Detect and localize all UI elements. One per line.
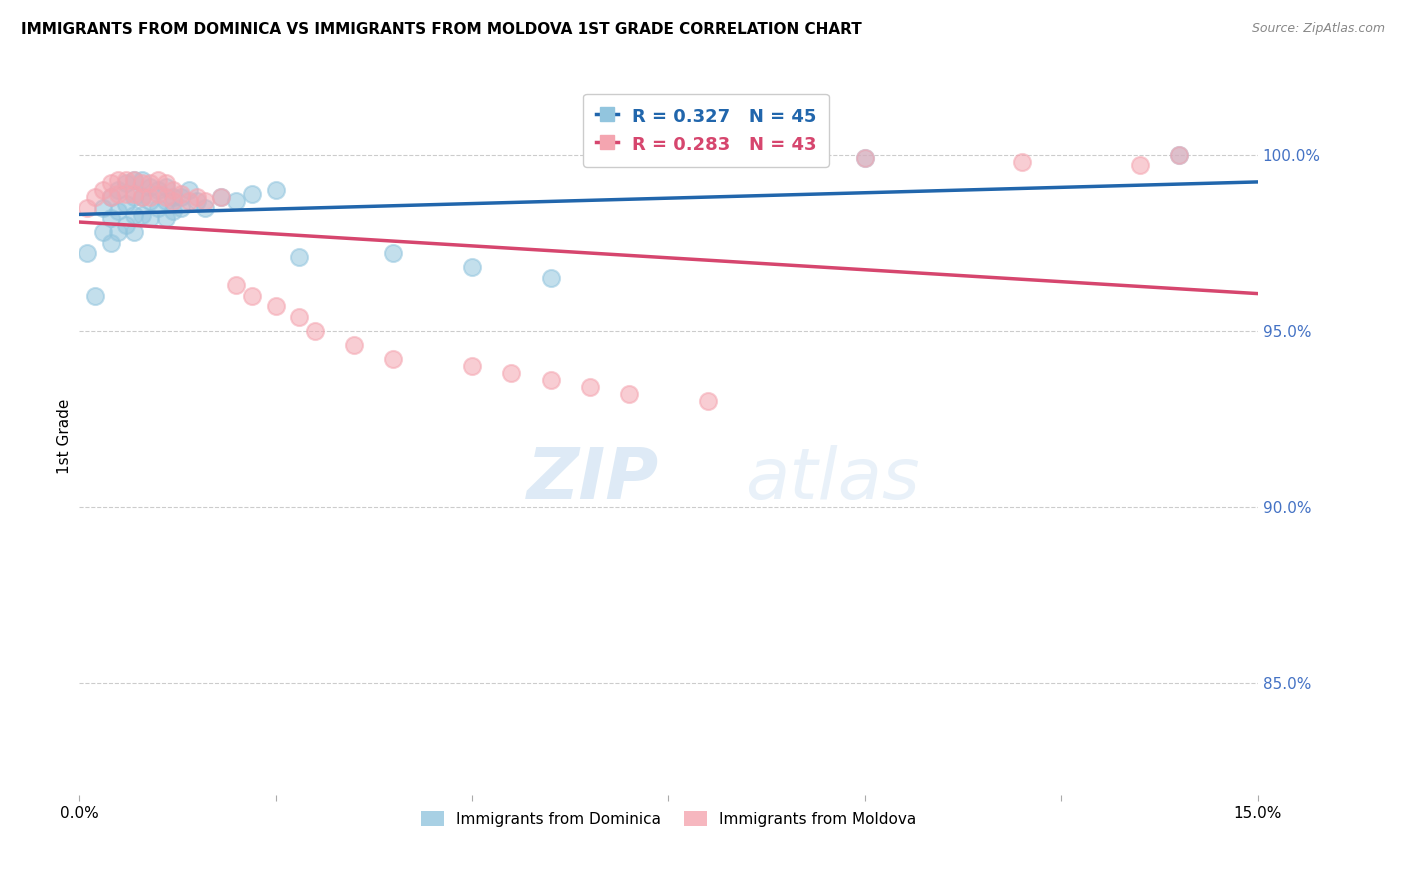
Point [76, 246, 98, 260]
Point [170, 186, 193, 201]
Point [240, 186, 263, 201]
Point [162, 204, 184, 219]
Point [131, 208, 153, 222]
Point [100, 211, 122, 226]
Point [122, 225, 145, 239]
Point [131, 190, 153, 204]
Point [122, 208, 145, 222]
Y-axis label: 1st Grade: 1st Grade [58, 399, 72, 475]
Point [76, 201, 98, 215]
Point [122, 172, 145, 186]
Text: Source: ZipAtlas.com: Source: ZipAtlas.com [1251, 22, 1385, 36]
Point [131, 176, 153, 190]
Point [240, 288, 263, 302]
Point [155, 194, 177, 208]
Point [194, 194, 217, 208]
Point [1011, 155, 1033, 169]
Point [162, 183, 184, 197]
Point [304, 324, 326, 338]
Point [540, 373, 562, 387]
Point [146, 183, 169, 197]
Point [139, 190, 162, 204]
Point [91, 183, 114, 197]
Point [107, 183, 129, 197]
Point [1129, 158, 1152, 172]
Point [155, 179, 177, 194]
Point [146, 172, 169, 186]
Point [382, 246, 405, 260]
Point [540, 271, 562, 285]
Point [264, 183, 287, 197]
Point [1168, 148, 1191, 162]
Point [162, 194, 184, 208]
Point [225, 278, 247, 293]
Point [179, 183, 201, 197]
Point [853, 152, 876, 166]
Point [100, 190, 122, 204]
Point [170, 190, 193, 204]
Point [115, 176, 138, 190]
Point [146, 201, 169, 215]
Point [139, 194, 162, 208]
Point [146, 186, 169, 201]
Point [107, 204, 129, 219]
Point [186, 194, 208, 208]
Point [264, 299, 287, 313]
Point [91, 225, 114, 239]
Text: ZIP: ZIP [527, 445, 659, 514]
Point [155, 211, 177, 226]
Point [1168, 148, 1191, 162]
Point [139, 179, 162, 194]
Point [461, 359, 484, 373]
Point [155, 176, 177, 190]
Point [115, 197, 138, 211]
Point [170, 201, 193, 215]
Point [107, 186, 129, 201]
Point [107, 225, 129, 239]
Point [100, 235, 122, 250]
Point [122, 172, 145, 186]
Point [100, 190, 122, 204]
Text: atlas: atlas [745, 445, 920, 514]
Point [115, 219, 138, 233]
Point [179, 194, 201, 208]
Point [139, 211, 162, 226]
Point [288, 250, 311, 264]
Point [83, 190, 105, 204]
Point [100, 176, 122, 190]
Point [115, 172, 138, 186]
Point [619, 387, 641, 401]
Point [131, 190, 153, 204]
Text: IMMIGRANTS FROM DOMINICA VS IMMIGRANTS FROM MOLDOVA 1ST GRADE CORRELATION CHART: IMMIGRANTS FROM DOMINICA VS IMMIGRANTS F… [21, 22, 862, 37]
Point [209, 190, 232, 204]
Point [209, 190, 232, 204]
Point [853, 152, 876, 166]
Point [122, 186, 145, 201]
Point [501, 366, 523, 380]
Point [155, 190, 177, 204]
Point [122, 190, 145, 204]
Point [696, 394, 718, 409]
Point [186, 190, 208, 204]
Point [162, 190, 184, 204]
Point [288, 310, 311, 324]
Point [382, 351, 405, 366]
Point [91, 201, 114, 215]
Point [343, 338, 366, 352]
Point [225, 194, 247, 208]
Point [83, 288, 105, 302]
Point [139, 176, 162, 190]
Point [115, 186, 138, 201]
Point [131, 172, 153, 186]
Point [107, 172, 129, 186]
Point [461, 260, 484, 275]
Point [579, 380, 602, 394]
Point [194, 201, 217, 215]
Legend: Immigrants from Dominica, Immigrants from Moldova: Immigrants from Dominica, Immigrants fro… [413, 803, 924, 834]
